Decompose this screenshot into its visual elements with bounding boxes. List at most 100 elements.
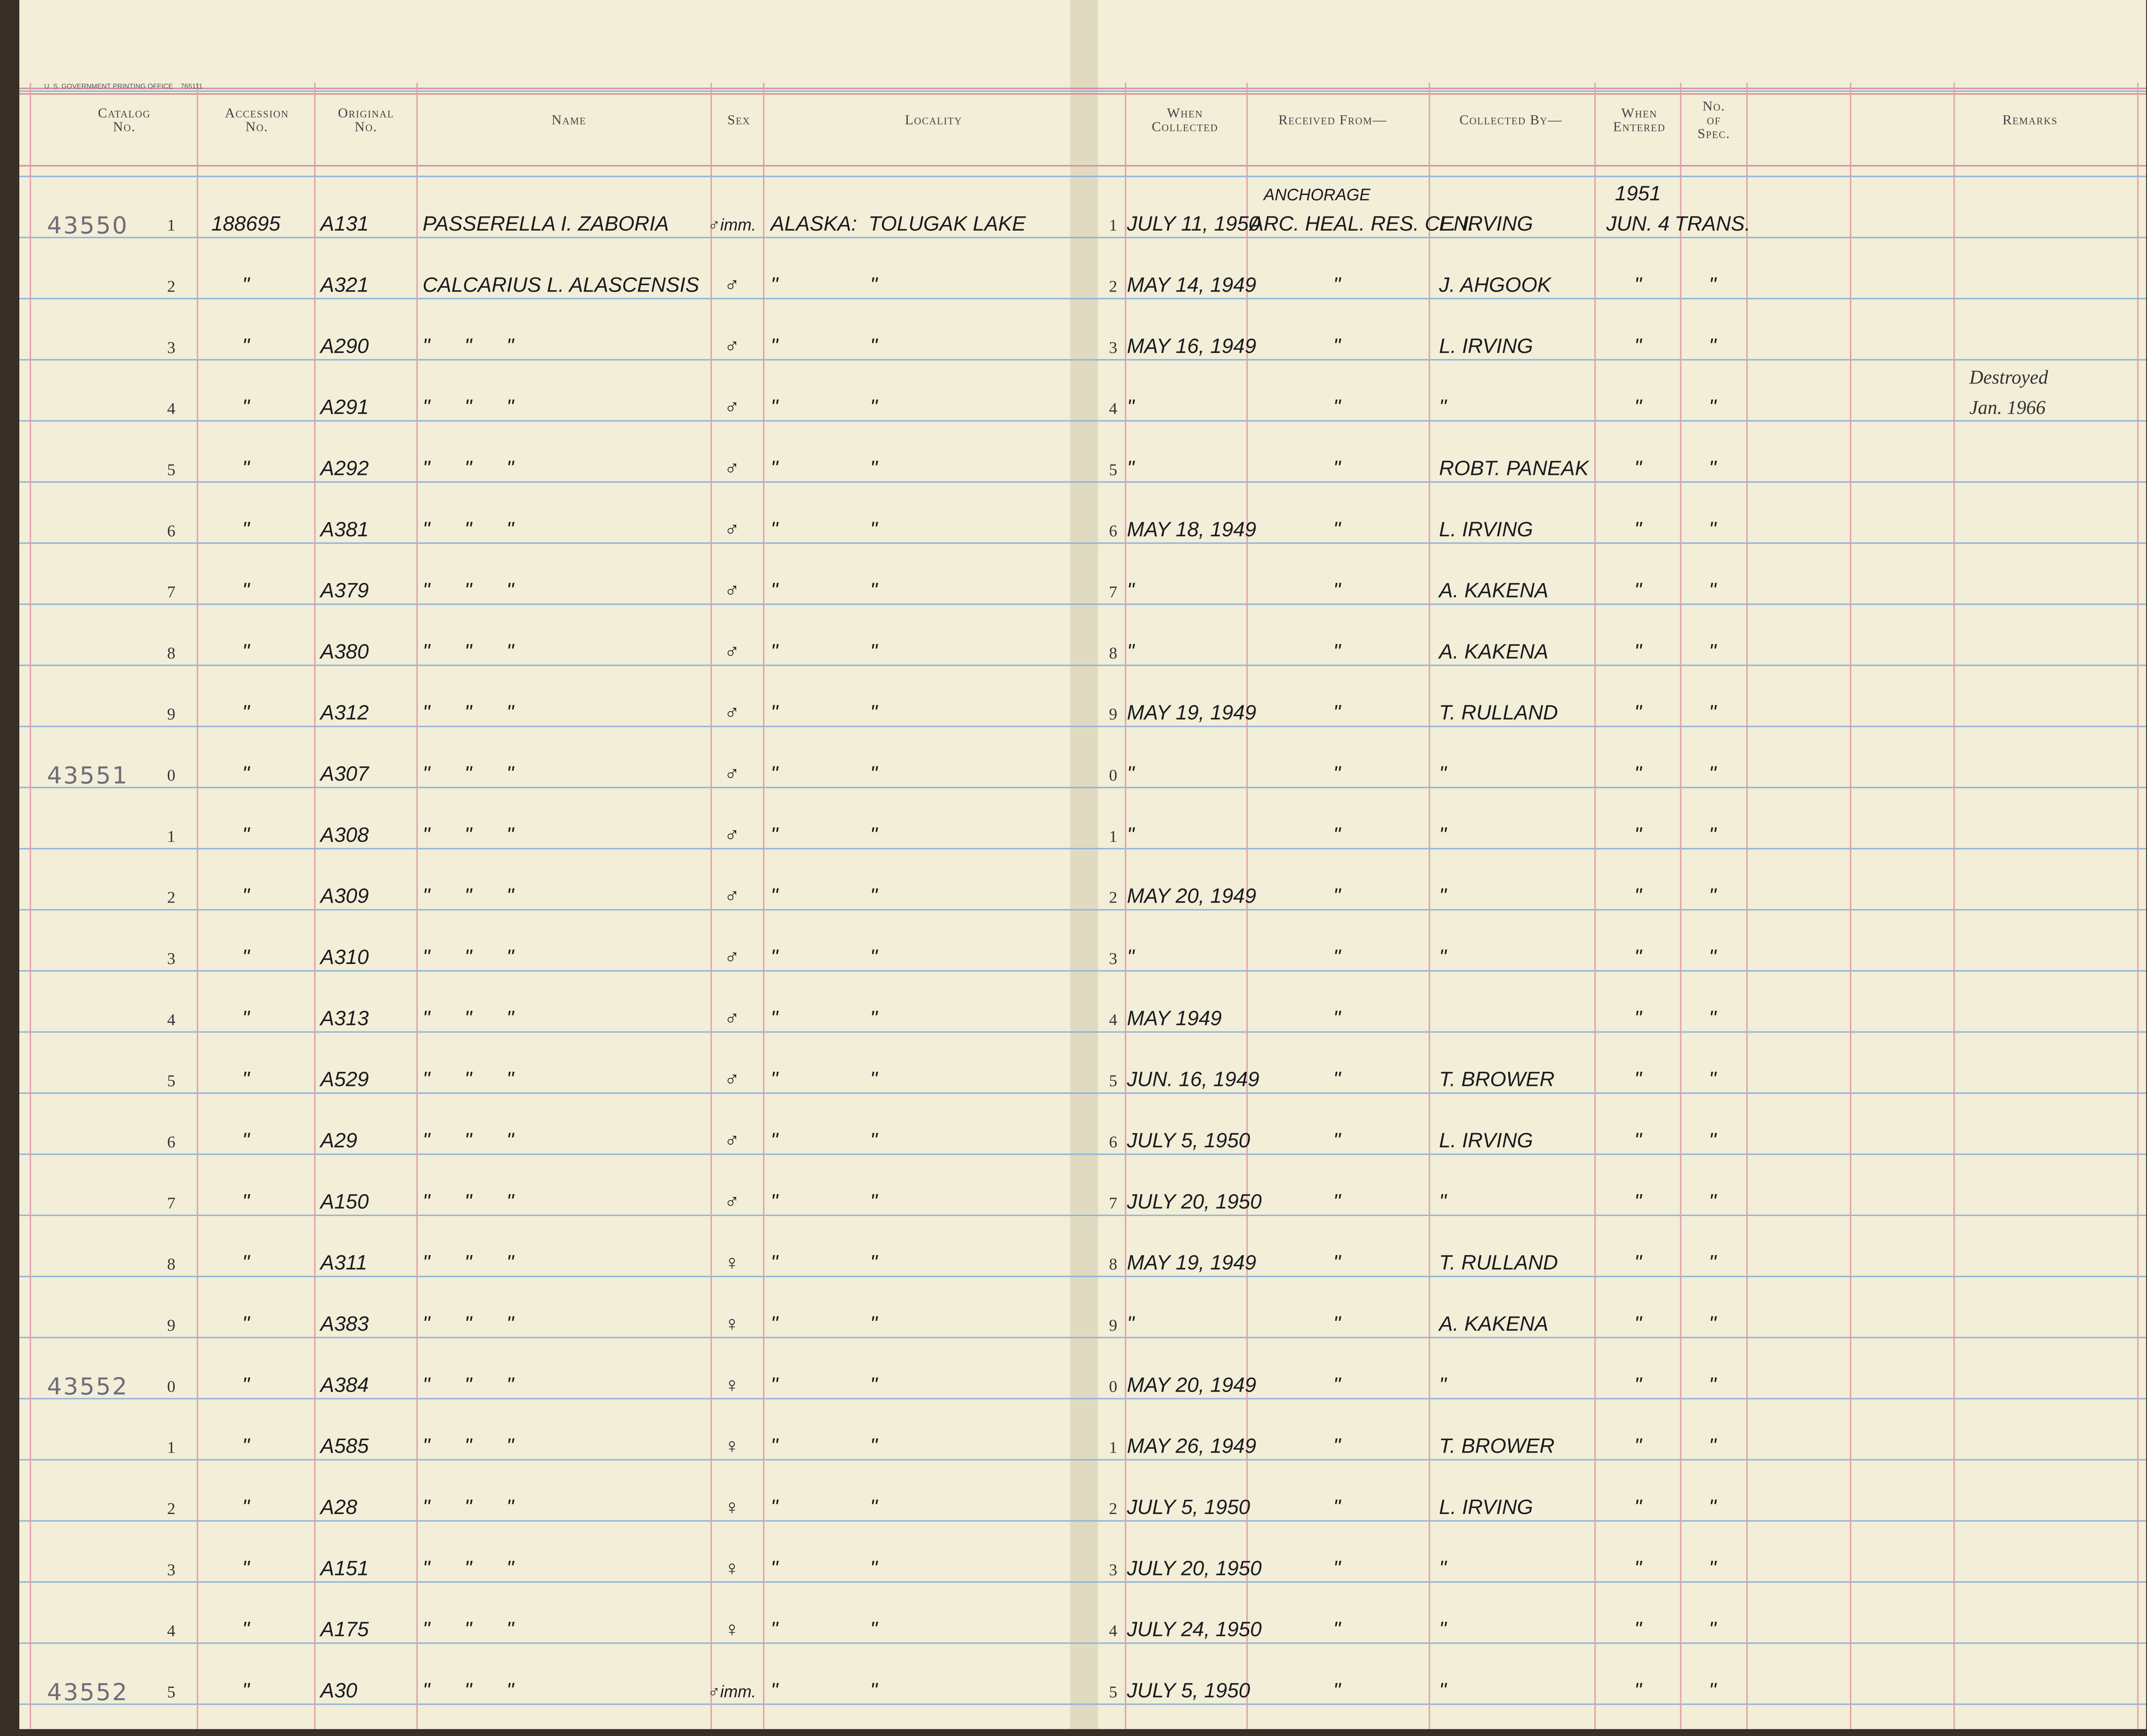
- column-header: When Collected: [1152, 105, 1218, 134]
- locality-cell: ALASKA: TOLUGAK LAKE: [769, 212, 1026, 235]
- line-number: 1: [1109, 1439, 1117, 1457]
- line-number: 4: [1109, 1622, 1117, 1640]
- collector-cell: ": [1439, 1190, 1447, 1213]
- name-cell: " " ": [423, 1618, 514, 1641]
- line-number: 5: [1109, 461, 1117, 479]
- spec-cell: ": [1709, 823, 1717, 846]
- received-cell: ": [1333, 1312, 1341, 1335]
- locality-cell: " ": [771, 273, 879, 296]
- sex-cell: ♂: [724, 1129, 739, 1152]
- sex-cell: ♂: [724, 701, 739, 724]
- sex-cell: ♂imm.: [708, 216, 756, 234]
- received-cell: ": [1333, 1496, 1341, 1519]
- spec-cell: ": [1709, 1435, 1717, 1458]
- accession-cell: ": [242, 823, 250, 846]
- ruling: [19, 82, 2146, 1729]
- column-header: Received From—: [1278, 112, 1387, 127]
- received-cell: ": [1333, 518, 1341, 541]
- line-number: 1: [1109, 827, 1117, 845]
- original-cell: A307: [319, 762, 370, 785]
- received-cell: ARC. HEAL. RES. CEN.: [1249, 212, 1475, 235]
- column-header: No. of Spec.: [1697, 98, 1730, 141]
- spec-cell: ": [1709, 1557, 1717, 1580]
- spec-cell: ": [1709, 579, 1717, 602]
- locality-cell: " ": [771, 1006, 879, 1030]
- name-cell: " " ": [423, 1190, 514, 1213]
- sex-cell: ♀: [724, 1496, 739, 1519]
- line-number: 3: [167, 950, 175, 968]
- entered-cell: ": [1634, 640, 1642, 663]
- original-cell: A29: [319, 1129, 357, 1152]
- line-number: 0: [167, 1377, 175, 1395]
- accession-cell: ": [242, 1312, 250, 1335]
- date-cell: MAY 1949: [1127, 1006, 1222, 1030]
- spec-cell: ": [1709, 1496, 1717, 1519]
- catalog-cell: 43550: [47, 212, 128, 239]
- line-number: 2: [167, 889, 175, 907]
- line-number: 7: [167, 583, 175, 601]
- original-cell: A312: [319, 701, 369, 724]
- locality-cell: " ": [771, 946, 879, 969]
- line-number: 7: [1109, 583, 1117, 601]
- line-number: 2: [1109, 889, 1117, 907]
- line-number: 4: [167, 1622, 175, 1640]
- collector-cell: L. IRVING: [1439, 518, 1533, 541]
- line-number: 6: [167, 1133, 175, 1151]
- date-cell: MAY 20, 1949: [1127, 885, 1256, 908]
- received-cell: ": [1333, 1190, 1341, 1213]
- locality-cell: " ": [771, 395, 879, 419]
- locality-cell: " ": [771, 334, 879, 358]
- locality-cell: " ": [771, 1618, 879, 1641]
- original-cell: A384: [319, 1373, 369, 1396]
- spec-cell: ": [1709, 273, 1717, 296]
- locality-cell: " ": [771, 1312, 879, 1335]
- entered-cell: ": [1634, 1129, 1642, 1152]
- printer-imprint: U. S. GOVERNMENT PRINTING OFFICE 765111: [44, 82, 203, 90]
- accession-cell: ": [242, 456, 250, 480]
- locality-cell: " ": [771, 640, 879, 663]
- date-cell: ": [1127, 456, 1135, 480]
- locality-cell: " ": [771, 1068, 879, 1091]
- line-number: 2: [1109, 277, 1117, 295]
- entered-cell: ": [1634, 1435, 1642, 1458]
- line-number: 5: [167, 1683, 175, 1701]
- column-header: Name: [552, 112, 587, 127]
- date-cell: JULY 20, 1950: [1126, 1190, 1262, 1213]
- collector-cell: ROBT. PANEAK: [1439, 456, 1589, 480]
- content: U. S. GOVERNMENT PRINTING OFFICE 765111 …: [44, 82, 2057, 1706]
- accession-cell: ": [242, 701, 250, 724]
- original-cell: A292: [319, 456, 369, 480]
- name-cell: " " ": [423, 1496, 514, 1519]
- received-cell: ": [1333, 1557, 1341, 1580]
- sex-cell: ♂: [724, 334, 739, 358]
- catalog-cell: 43552: [47, 1373, 128, 1400]
- line-number: 9: [1109, 705, 1117, 724]
- accession-cell: ": [242, 518, 250, 541]
- date-cell: MAY 18, 1949: [1127, 518, 1256, 541]
- entered-cell: ": [1634, 1190, 1642, 1213]
- line-number: 3: [167, 1561, 175, 1579]
- date-cell: MAY 14, 1949: [1127, 273, 1256, 296]
- collector-cell: ": [1439, 395, 1447, 419]
- accession-cell: ": [242, 946, 250, 969]
- date-cell: JUN. 16, 1949: [1126, 1068, 1259, 1091]
- entered-cell: 1951: [1615, 182, 1661, 205]
- accession-cell: ": [242, 1190, 250, 1213]
- locality-cell: " ": [771, 518, 879, 541]
- original-cell: A30: [319, 1679, 357, 1702]
- accession-cell: ": [242, 579, 250, 602]
- received-cell: ": [1333, 946, 1341, 969]
- name-cell: " " ": [423, 823, 514, 846]
- sex-cell: ♂: [724, 946, 739, 969]
- line-number: 5: [1109, 1683, 1117, 1701]
- name-cell: " " ": [423, 1435, 514, 1458]
- name-cell: " " ": [423, 1373, 514, 1396]
- sex-cell: ♀: [724, 1557, 739, 1580]
- spec-cell: ": [1709, 1679, 1717, 1702]
- collector-cell: L. IRVING: [1439, 1129, 1533, 1152]
- original-cell: A313: [319, 1006, 369, 1030]
- spec-cell: ": [1709, 701, 1717, 724]
- received-cell: ": [1333, 1129, 1341, 1152]
- line-number: 2: [1109, 1500, 1117, 1518]
